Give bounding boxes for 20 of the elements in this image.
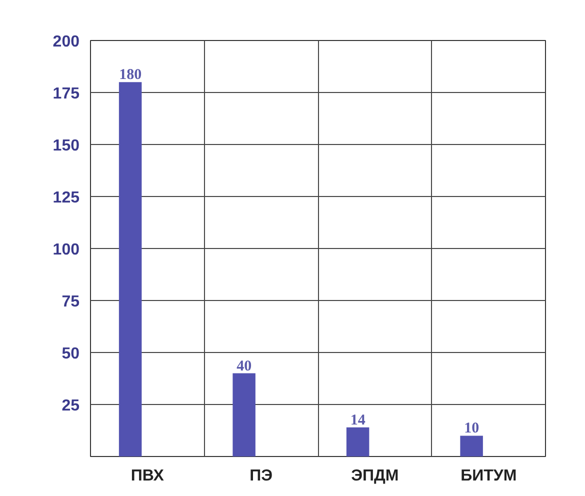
x-tick-label: ЭПДМ [351, 468, 399, 484]
data-label: 14 [350, 412, 366, 428]
bar [346, 427, 370, 456]
y-tick-label: 50 [62, 346, 80, 362]
y-tick-label: 75 [62, 294, 80, 310]
bar [232, 373, 256, 456]
y-tick-label: 125 [52, 190, 80, 206]
x-tick-label: БИТУМ [460, 468, 517, 484]
y-tick-label: 100 [52, 242, 80, 258]
x-tick-label: ПЭ [250, 468, 273, 484]
y-tick-label: 200 [52, 34, 80, 50]
data-label: 10 [464, 420, 480, 437]
y-tick-label: 175 [52, 86, 80, 102]
y-tick-label: 25 [62, 398, 80, 414]
bar [460, 436, 483, 456]
x-tick-label: ПВХ [130, 468, 164, 484]
data-label: 40 [236, 358, 252, 374]
y-tick-label: 150 [52, 138, 80, 154]
bar [118, 82, 142, 456]
data-label: 180 [119, 67, 142, 84]
